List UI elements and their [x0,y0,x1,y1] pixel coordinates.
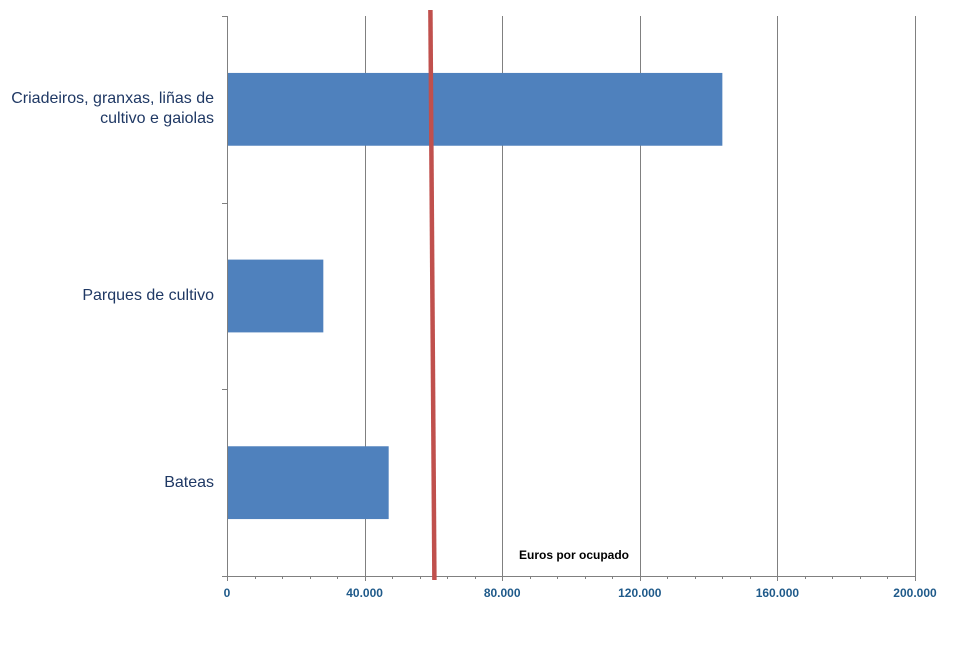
reference-line [428,9,437,581]
bar-2 [228,446,389,520]
bar-1 [228,259,324,333]
category-label-2: Bateas [164,473,214,491]
x-tick-label-1: 40.000 [346,586,383,600]
x-tick-label-0: 0 [223,586,231,600]
x-tick-label-3: 120.000 [618,586,662,600]
bar-0 [228,72,723,146]
x-tick-label-4: 160.000 [755,586,800,600]
x-tick-label-2: 80.000 [483,586,521,600]
x-axis-label: Euros por ocupado [519,548,630,562]
category-label-0: Criadeiros, granxas, liñas de cultivo e … [11,90,214,128]
category-label-1: Parques de cultivo [82,287,214,304]
x-tick-label-5: 200.000 [893,586,937,600]
